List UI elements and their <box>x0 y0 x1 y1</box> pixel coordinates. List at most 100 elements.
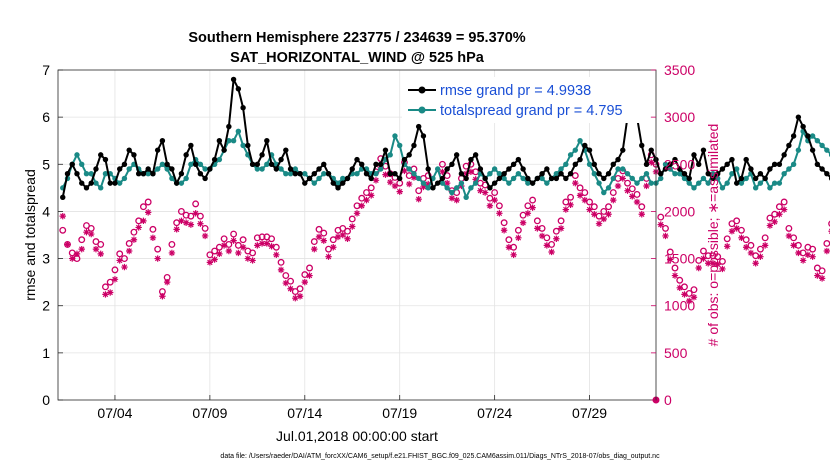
totalspread-point <box>515 171 522 177</box>
totalspread-point <box>188 161 194 167</box>
possible-obs-point <box>211 247 219 255</box>
assimilated-obs-point <box>515 234 522 242</box>
assimilated-obs-point <box>586 206 593 213</box>
rmse-point <box>515 156 522 163</box>
assimilated-obs-point <box>790 242 797 249</box>
rmse-point <box>700 147 707 153</box>
assimilated-obs-point <box>382 171 389 178</box>
assimilated-obs-point <box>614 182 622 190</box>
possible-obs-point <box>282 272 290 279</box>
rmse-point <box>601 175 607 182</box>
assimilated-obs-point <box>610 196 617 204</box>
rmse-point <box>359 161 365 167</box>
rmse-point <box>582 142 588 149</box>
rmse-point <box>639 142 645 149</box>
x-axis-label: Jul.01,2018 00:00:00 start <box>276 428 438 444</box>
rmse-point <box>809 147 816 153</box>
totalspread-point <box>814 138 821 144</box>
possible-obs-point <box>187 212 195 220</box>
assimilated-obs-point <box>149 234 157 242</box>
possible-obs-point <box>168 240 176 248</box>
totalspread-point <box>681 175 688 182</box>
totalspread-point <box>458 180 465 186</box>
totalspread-point <box>615 166 621 172</box>
rmse-point <box>211 156 218 163</box>
assimilated-obs-point <box>595 220 603 227</box>
totalspread-point <box>415 175 422 182</box>
rmse-point <box>387 171 393 177</box>
assimilated-obs-point <box>92 245 100 253</box>
totalspread-point <box>439 180 446 186</box>
assimilated-obs-point <box>567 201 574 209</box>
totalspread-point <box>169 175 175 182</box>
rmse-point <box>672 156 678 163</box>
totalspread-point <box>226 138 232 144</box>
legend-rmse-label: rmse grand pr = 4.9938 <box>440 83 591 99</box>
assimilated-obs-point <box>244 255 252 262</box>
rmse-point <box>814 161 821 167</box>
possible-obs-point <box>106 278 114 286</box>
possible-obs-point <box>590 203 598 211</box>
assimilated-obs-point <box>700 255 707 262</box>
possible-obs-point <box>182 211 190 219</box>
possible-obs-point <box>344 227 351 235</box>
rmse-point <box>824 171 830 177</box>
totalspread-point <box>283 171 289 177</box>
assimilated-obs-point <box>747 249 755 257</box>
assimilated-obs-point <box>230 237 237 244</box>
assimilated-obs-point <box>510 251 517 258</box>
totalspread-point <box>553 171 560 177</box>
assimilated-obs-point <box>420 183 427 191</box>
possible-obs-point <box>310 238 318 246</box>
totalspread-point <box>601 189 607 196</box>
rmse-point <box>567 171 574 177</box>
rmse-point <box>406 152 412 158</box>
possible-obs-point <box>239 236 247 244</box>
totalspread-point <box>757 180 764 186</box>
assimilated-obs-point <box>154 255 161 262</box>
rmse-point <box>620 147 626 153</box>
rmse-point <box>506 166 512 172</box>
assimilated-obs-point <box>159 293 166 300</box>
rmse-point <box>340 180 346 186</box>
assimilated-obs-point <box>292 294 299 302</box>
totalspread-point <box>724 180 730 186</box>
possible-obs-point <box>809 245 817 253</box>
rmse-point <box>795 114 802 120</box>
assimilated-obs-point <box>581 196 589 204</box>
totalspread-point <box>809 133 816 139</box>
rmse-point <box>776 161 783 167</box>
x-tick-label: 07/09 <box>192 405 227 421</box>
assimilated-obs-point <box>529 204 536 211</box>
y-tick-label: 5 <box>42 156 50 172</box>
assimilated-obs-point <box>349 223 356 230</box>
totalspread-point <box>539 175 545 182</box>
totalspread-point <box>781 171 787 177</box>
assimilated-obs-point <box>211 256 218 263</box>
totalspread-point <box>468 185 474 191</box>
possible-obs-point <box>766 214 774 222</box>
rmse-point <box>363 171 370 177</box>
totalspread-point <box>819 142 825 149</box>
assimilated-obs-point <box>823 247 830 255</box>
totalspread-point <box>752 185 759 191</box>
assimilated-obs-point <box>804 251 812 258</box>
possible-obs-point <box>505 236 513 244</box>
rmse-point <box>173 180 180 186</box>
possible-obs-point <box>438 160 446 168</box>
totalspread-point <box>378 166 384 172</box>
rmse-point <box>60 194 66 200</box>
rmse-point <box>325 171 332 177</box>
rmse-point <box>662 166 669 172</box>
assimilated-obs-point <box>771 218 778 225</box>
possible-obs-point <box>306 264 313 272</box>
assimilated-obs-point <box>391 182 399 190</box>
totalspread-point <box>776 180 783 186</box>
possible-obs-point <box>533 217 541 225</box>
possible-obs-point <box>253 234 261 242</box>
x-tick-label: 07/19 <box>382 405 417 421</box>
rmse-point <box>197 171 204 177</box>
assimilated-obs-point <box>225 247 233 255</box>
possible-obs-point <box>662 224 669 232</box>
